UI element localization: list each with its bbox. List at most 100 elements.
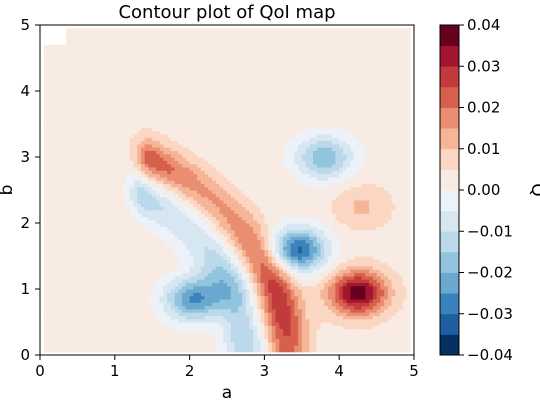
contour-cell [66, 232, 71, 237]
contour-cell [215, 183, 221, 188]
contour-cell [62, 226, 67, 231]
contour-cell [111, 341, 116, 346]
contour-cell [185, 209, 191, 214]
contour-cell [54, 223, 60, 227]
contour-cell [133, 318, 138, 323]
contour-cell [182, 295, 187, 300]
contour-cell [58, 160, 64, 165]
contour-cell [114, 315, 120, 320]
contour-cell [133, 272, 138, 277]
contour-cell [122, 137, 127, 142]
contour-cell [103, 265, 108, 270]
contour-cell [208, 193, 213, 198]
contour-cell [129, 322, 135, 326]
contour-cell [204, 312, 209, 316]
contour-cell [148, 64, 153, 69]
contour-cell [148, 117, 153, 122]
contour-cell [200, 127, 206, 132]
contour-cell [170, 203, 176, 208]
contour-cell [54, 272, 60, 277]
contour-cell [208, 137, 213, 142]
contour-cell [197, 302, 202, 307]
contour-cell [167, 328, 172, 333]
contour-cell [92, 31, 97, 36]
contour-cell [107, 104, 112, 109]
contour-cell [148, 302, 153, 307]
contour-cell [107, 259, 112, 264]
contour-cell [167, 157, 172, 161]
contour-cell [227, 67, 232, 72]
contour-cell [137, 265, 142, 270]
contour-cell [200, 61, 206, 66]
contour-cell [81, 328, 86, 333]
contour-cell [111, 206, 116, 211]
contour-cell [155, 163, 161, 168]
contour-cell [140, 180, 146, 184]
contour-cell [178, 130, 183, 135]
contour-cell [159, 305, 165, 310]
contour-cell [88, 150, 93, 155]
contour-cell [144, 269, 150, 274]
contour-cell [69, 54, 75, 59]
contour-cell [189, 110, 194, 115]
contour-cell [152, 256, 157, 260]
contour-cell [54, 249, 60, 254]
contour-cell [103, 226, 108, 231]
contour-cell [84, 67, 90, 72]
contour-cell [58, 279, 64, 283]
contour-cell [118, 196, 123, 201]
contour-cell [204, 223, 209, 227]
contour-cell [84, 190, 90, 194]
contour-cell [148, 239, 153, 244]
contour-cell [197, 84, 202, 89]
contour-cell [129, 341, 135, 346]
contour-cell [159, 308, 165, 313]
contour-cell [200, 265, 206, 270]
contour-cell [185, 117, 191, 122]
contour-cell [103, 77, 108, 82]
contour-cell [189, 338, 194, 343]
contour-cell [185, 298, 191, 303]
contour-cell [114, 265, 120, 270]
contour-cell [51, 81, 56, 85]
contour-cell [200, 193, 206, 198]
contour-cell [99, 236, 105, 241]
contour-cell [155, 305, 161, 310]
contour-cell [92, 58, 97, 62]
contour-cell [167, 275, 172, 280]
contour-cell [69, 64, 75, 69]
contour-cell [163, 170, 168, 175]
contour-cell [204, 61, 209, 66]
contour-cell [114, 157, 120, 161]
contour-cell [107, 31, 112, 36]
contour-cell [122, 186, 127, 191]
contour-cell [215, 71, 221, 76]
contour-cell [204, 229, 209, 234]
contour-cell [103, 153, 108, 158]
contour-cell [62, 315, 67, 320]
contour-cell [182, 338, 187, 343]
contour-cell [96, 315, 101, 320]
contour-cell [69, 252, 75, 257]
contour-cell [47, 51, 52, 56]
contour-cell [144, 117, 150, 122]
contour-cell [178, 51, 183, 56]
contour-cell [204, 153, 209, 158]
contour-cell [111, 147, 116, 151]
contour-cell [159, 315, 165, 320]
contour-cell [197, 137, 202, 142]
contour-cell [69, 335, 75, 340]
contour-cell [111, 100, 116, 105]
contour-cell [215, 269, 221, 274]
contour-cell [159, 81, 165, 85]
contour-cell [129, 34, 135, 39]
contour-cell [230, 71, 236, 76]
contour-cell [200, 279, 206, 283]
contour-cell [69, 61, 75, 66]
contour-cell [212, 180, 217, 184]
contour-cell [54, 120, 60, 125]
contour-cell [73, 124, 78, 128]
contour-cell [88, 226, 93, 231]
contour-cell [170, 325, 176, 330]
contour-cell [69, 302, 75, 307]
